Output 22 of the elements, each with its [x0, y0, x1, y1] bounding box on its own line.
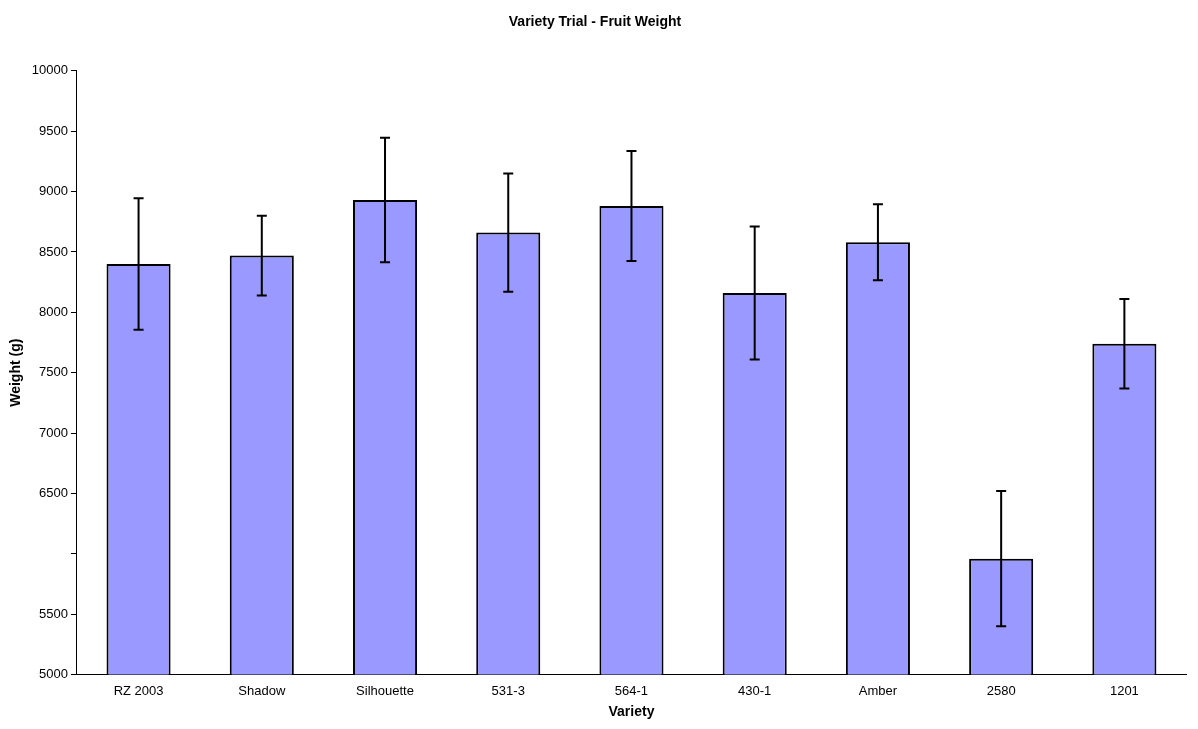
y-tick-label: 7000: [39, 424, 68, 440]
x-tick-label: 2580: [986, 682, 1016, 698]
x-tick-label: Silhouette: [356, 682, 414, 698]
x-tick-label: 531-3: [491, 682, 525, 698]
x-tick-label: Amber: [858, 682, 898, 698]
y-tick-label: 5000: [39, 666, 68, 682]
y-tick-label: 5500: [39, 605, 68, 621]
y-tick-label: 10000: [31, 62, 68, 78]
y-tick-label: 7500: [39, 364, 68, 380]
y-tick-label: 8000: [39, 303, 68, 319]
x-axis-title: Variety: [608, 703, 655, 720]
x-tick-label: RZ 2003: [113, 682, 164, 698]
y-tick-label: 8500: [39, 243, 68, 259]
x-tick-label: Shadow: [238, 682, 286, 698]
x-tick-label: 1201: [1109, 682, 1139, 698]
y-tick-label: 9000: [39, 183, 68, 199]
y-tick-label: 6500: [39, 485, 68, 501]
x-tick-label: 430-1: [738, 682, 772, 698]
x-tick-label: 564-1: [614, 682, 649, 698]
y-axis-title: Weight (g): [7, 338, 24, 407]
y-tick-label: 9500: [39, 122, 68, 138]
chart-title: Variety Trial - Fruit Weight: [508, 13, 682, 30]
